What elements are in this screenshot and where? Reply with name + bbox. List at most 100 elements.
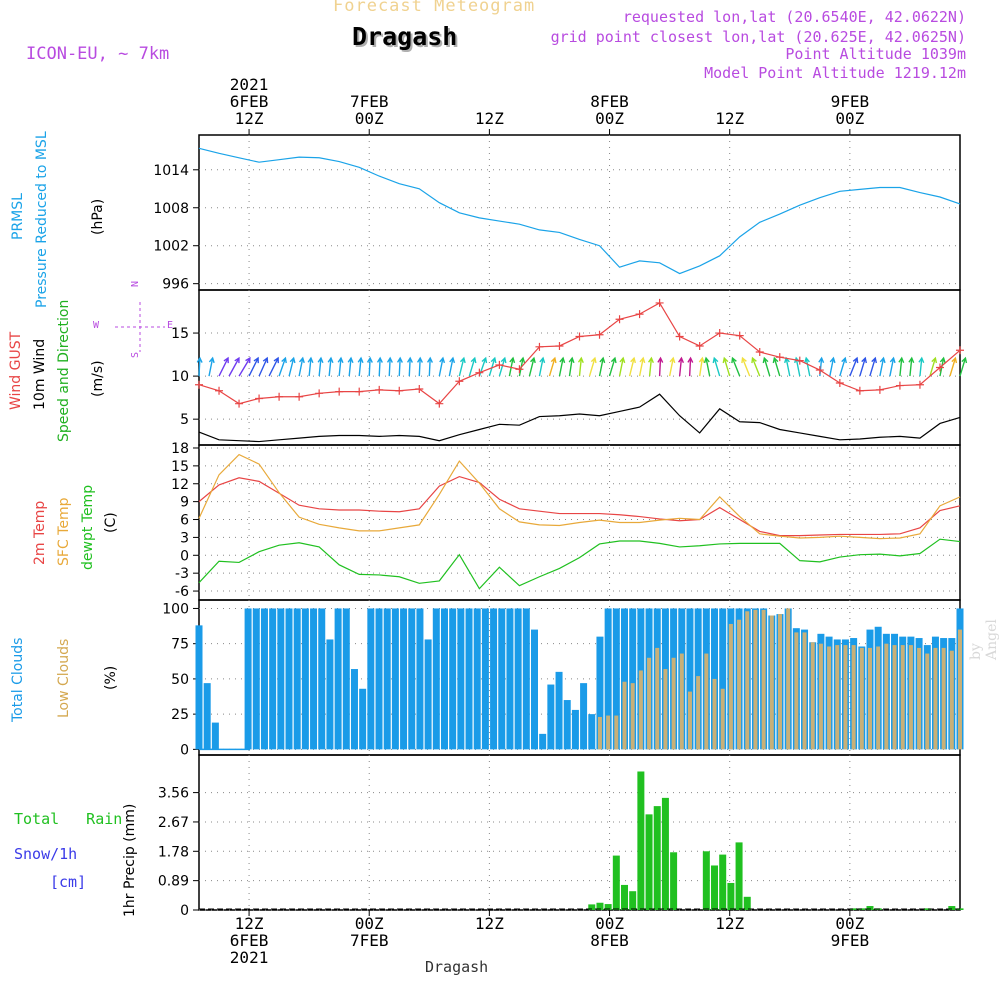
cloud-low-bar [671, 657, 676, 750]
pressure-label-2: Pressure Reduced to MSL [34, 131, 50, 308]
wind-gust-point [755, 348, 764, 356]
wind-gust-point [235, 399, 244, 408]
wind-arrow-head [619, 356, 626, 364]
cloud-low-bar [606, 715, 611, 750]
wind-gust-point [835, 379, 844, 387]
wind-arrow-head [396, 356, 403, 363]
wind-arrow-head [852, 356, 859, 364]
wind-arrow [258, 357, 268, 377]
wind-arrow [741, 357, 751, 377]
y-tick-label: 0 [180, 742, 189, 758]
wind-arrow-head [698, 356, 705, 364]
wind-arrow-head [234, 356, 240, 364]
bottom-tick-label: 12Z [474, 914, 504, 933]
wind-arrow-head [317, 356, 324, 363]
wind-arrow [398, 358, 401, 377]
wind-arrow [278, 357, 287, 377]
wind-gust-point [395, 386, 404, 395]
cloud-total-bar [490, 608, 498, 750]
wind-arrow [578, 358, 582, 377]
wind-arrow-head [762, 356, 769, 364]
temp-dew-label: dewpt Temp [80, 484, 96, 570]
wind-arrow-head [590, 356, 597, 364]
wind-arrow-head [273, 356, 279, 364]
cloud-low-bar [769, 615, 774, 750]
cloud-total-bar [211, 722, 219, 750]
cloud-total-bar [563, 700, 571, 750]
wind-arrow [658, 358, 662, 377]
wind-arrow-head [470, 356, 477, 364]
wind-gust-point [735, 331, 744, 340]
wind-arrow-head [741, 356, 747, 364]
cloud-total-bar [506, 608, 514, 750]
precip-bar [743, 896, 751, 910]
clouds-unit: (%) [103, 665, 119, 690]
cloud-total-bar [334, 608, 342, 750]
wind-arrow-head [712, 356, 719, 364]
y-tick-label: 18 [171, 441, 189, 457]
cloud-total-bar [457, 608, 465, 750]
top-tick-label: 12Z [474, 109, 504, 128]
pressure-line [198, 147, 961, 275]
wind-arrow [949, 357, 957, 377]
wind-arrow [929, 357, 937, 377]
precip-bar [866, 906, 874, 910]
wind-arrow [408, 358, 411, 377]
wind-arrow-head [307, 356, 314, 363]
y-tick-label: 12 [171, 477, 189, 493]
y-tick-label: -3 [175, 566, 189, 582]
cloud-low-bar [647, 657, 652, 750]
top-tick-label: 8FEB [590, 92, 629, 111]
wind-gust-point [655, 298, 664, 307]
precip-bar [629, 891, 637, 910]
y-tick-label: 15 [171, 326, 189, 342]
wind-arrow-head [459, 356, 466, 364]
cloud-total-bar [711, 608, 719, 750]
wind-gust-point [335, 387, 344, 396]
cloud-total-bar [277, 608, 285, 750]
wind-arrow-head [366, 356, 373, 363]
wind-arrow-head [879, 356, 886, 364]
wind-arrow [228, 357, 240, 377]
wind-arrow [388, 358, 391, 377]
temp-sfc-label: SFC Temp [56, 497, 72, 566]
wind-speed-line [198, 393, 961, 443]
wind-arrow [238, 357, 251, 377]
wind-gust-point [635, 310, 644, 319]
cloud-total-bar [440, 608, 448, 750]
wind-arrow [731, 357, 741, 377]
cloud-low-bar [737, 619, 742, 750]
cloud-total-bar [293, 608, 301, 750]
cloud-total-bar [269, 608, 277, 750]
precip-unit: 1hr Precip (mm) [122, 803, 138, 917]
temp-2m-label: 2m Temp [32, 500, 48, 565]
cloud-low-bar [704, 653, 709, 750]
cloud-total-bar [498, 608, 506, 750]
wind-arrow-head [289, 356, 296, 364]
wind-arrow [598, 357, 604, 377]
compass-s: S [130, 351, 141, 358]
panel-grids [199, 135, 960, 911]
wind-arrow-head [253, 356, 259, 364]
cloud-low-bar [720, 688, 725, 750]
cloud-total-bar [375, 608, 383, 750]
cloud-total-bar [629, 608, 637, 750]
wind-arrow-head [804, 356, 810, 364]
cloud-total-bar [514, 608, 522, 750]
temp-unit: (C) [103, 512, 119, 533]
wind-arrow [909, 358, 913, 377]
precip-bar [711, 865, 719, 910]
wind-arrow-head [630, 356, 637, 364]
cloud-low-bar [712, 678, 717, 750]
wind-arrow-head [223, 356, 229, 364]
top-tick-label: 2021 [229, 75, 269, 94]
cloud-low-bar [728, 623, 733, 750]
cloud-total-bar [432, 608, 440, 750]
wind-gust-point [515, 365, 524, 374]
model-altitude: Model Point Altitude 1219.12m [704, 64, 966, 82]
top-tick-label: 00Z [595, 109, 624, 128]
compass-e: E [167, 320, 174, 331]
wind-arrow-head [449, 356, 456, 364]
wind-arrow [438, 357, 444, 377]
wind-arrow [428, 358, 431, 377]
